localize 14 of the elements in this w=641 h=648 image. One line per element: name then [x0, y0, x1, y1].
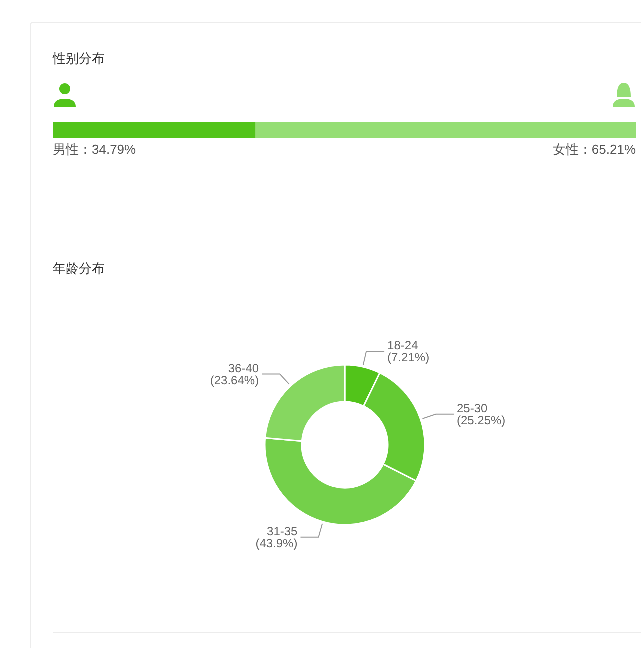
data-label: 34.79% [92, 142, 137, 157]
slice-label: 18-24 [388, 338, 419, 352]
data-label: (25.25%) [456, 413, 506, 428]
data-label: (23.64%) [210, 373, 260, 388]
slice-label: 36-40 [228, 361, 260, 376]
series-label: 男性： [53, 142, 92, 157]
slice-label: 31-35 [267, 524, 298, 538]
text: 年龄分布 [53, 261, 105, 276]
series-label: 女性： [552, 142, 592, 157]
slice-label: 25-30 [456, 401, 488, 416]
data-label: 65.21% [592, 142, 636, 157]
data-label: (7.21%) [388, 350, 430, 364]
chart-title: 性别分布 [52, 51, 105, 66]
data-label: (43.9%) [256, 536, 298, 550]
